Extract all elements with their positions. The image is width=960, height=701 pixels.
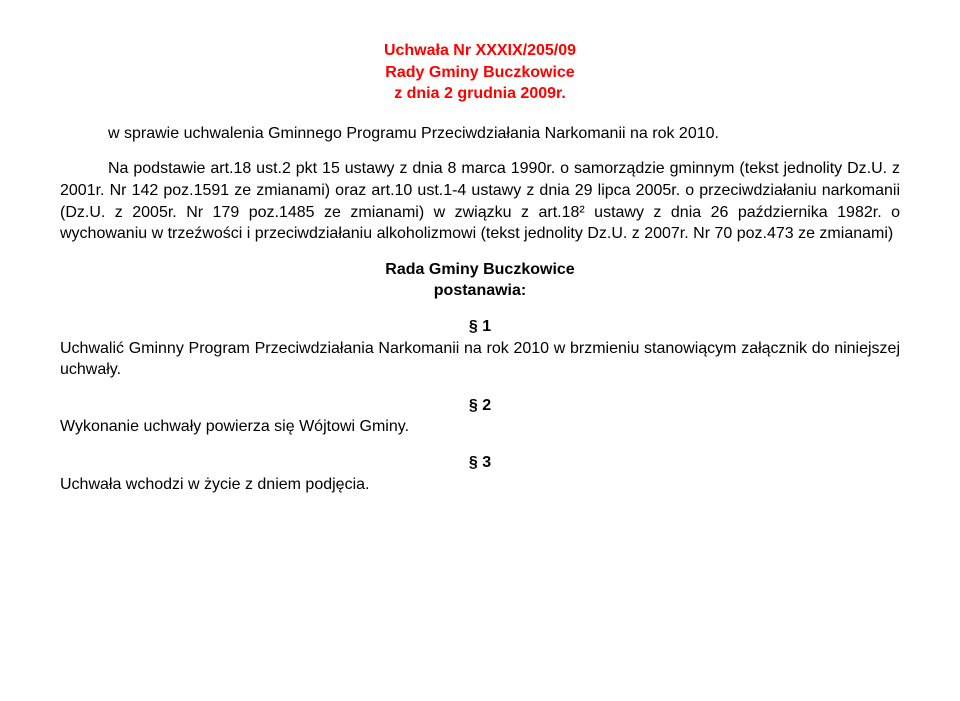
title-line-1: Uchwała Nr XXXIX/205/09 [60,40,900,62]
title-line-2: Rady Gminy Buczkowice [60,62,900,84]
legal-basis-paragraph: Na podstawie art.18 ust.2 pkt 15 ustawy … [60,158,900,244]
section-2-number: § 2 [60,395,900,417]
section-2-body: Wykonanie uchwały powierza się Wójtowi G… [60,416,900,438]
enacting-line-2: postanawia: [60,280,900,302]
enacting-line-1: Rada Gminy Buczkowice [60,259,900,281]
section-3-number: § 3 [60,452,900,474]
section-1-number: § 1 [60,316,900,338]
section-1: § 1 Uchwalić Gminny Program Przeciwdział… [60,316,900,381]
resolution-title: Uchwała Nr XXXIX/205/09 Rady Gminy Buczk… [60,40,900,105]
section-2: § 2 Wykonanie uchwały powierza się Wójto… [60,395,900,438]
section-3-body: Uchwała wchodzi w życie z dniem podjęcia… [60,474,900,496]
section-1-body: Uchwalić Gminny Program Przeciwdziałania… [60,338,900,381]
title-line-3: z dnia 2 grudnia 2009r. [60,83,900,105]
intro-paragraph: w sprawie uchwalenia Gminnego Programu P… [60,123,900,145]
section-3: § 3 Uchwała wchodzi w życie z dniem podj… [60,452,900,495]
enacting-clause: Rada Gminy Buczkowice postanawia: [60,259,900,302]
